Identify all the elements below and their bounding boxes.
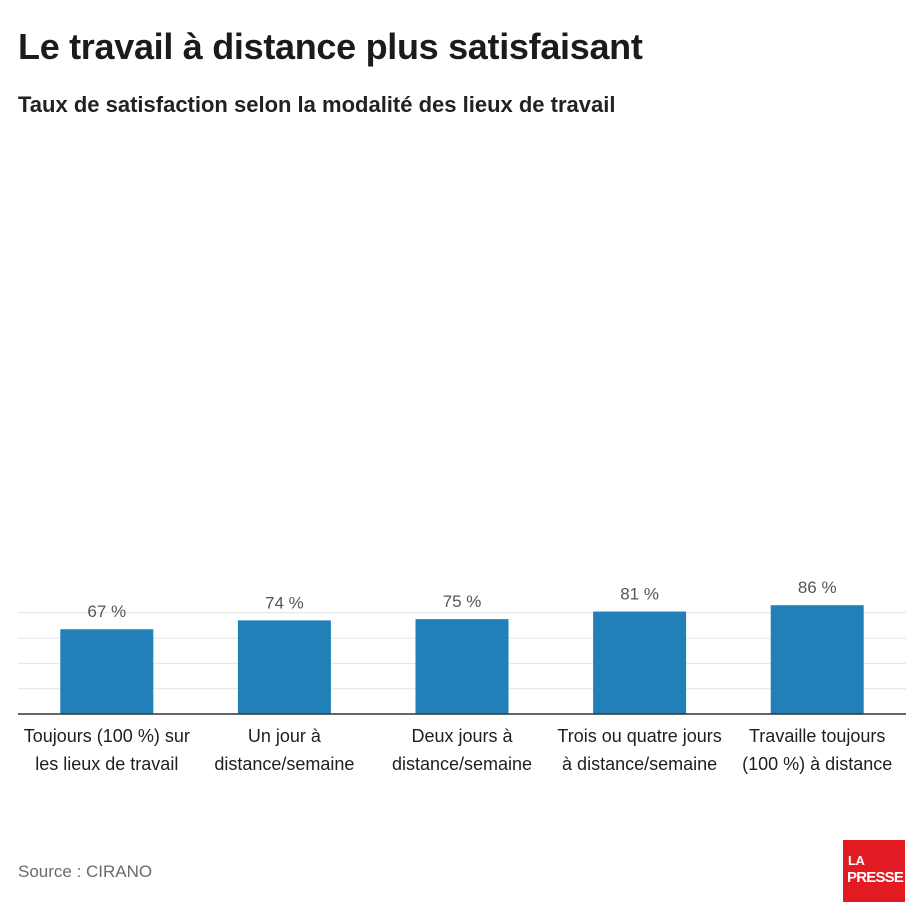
logo-line-1: LA [848, 853, 865, 868]
bar [237, 620, 331, 714]
x-tick-label: Toujours (100 %) sur les lieux de travai… [23, 726, 190, 774]
bar [415, 619, 509, 714]
data-label: 86 % [798, 578, 837, 597]
x-tick-label: Un jour à distance/semaine [214, 726, 355, 774]
data-label: 74 % [265, 593, 304, 612]
bar [60, 629, 154, 714]
x-tick-label: Deux jours à distance/semaine [391, 726, 533, 774]
chart-subtitle: Taux de satisfaction selon la modalité d… [18, 92, 616, 117]
x-tick-label: Trois ou quatre jours à distance/semaine [557, 726, 722, 774]
bar [593, 611, 687, 714]
chart-title: Le travail à distance plus satisfaisant [18, 26, 643, 67]
data-label: 81 % [620, 585, 659, 604]
x-tick-label: Travaille toujours (100 %) à distance [742, 726, 893, 774]
data-label: 67 % [87, 602, 126, 621]
data-label: 75 % [443, 592, 482, 611]
la-presse-logo: LA PRESSE [843, 840, 905, 902]
source-note: Source : CIRANO [18, 862, 153, 881]
logo-line-2: PRESSE [847, 869, 904, 886]
bar [770, 605, 864, 714]
